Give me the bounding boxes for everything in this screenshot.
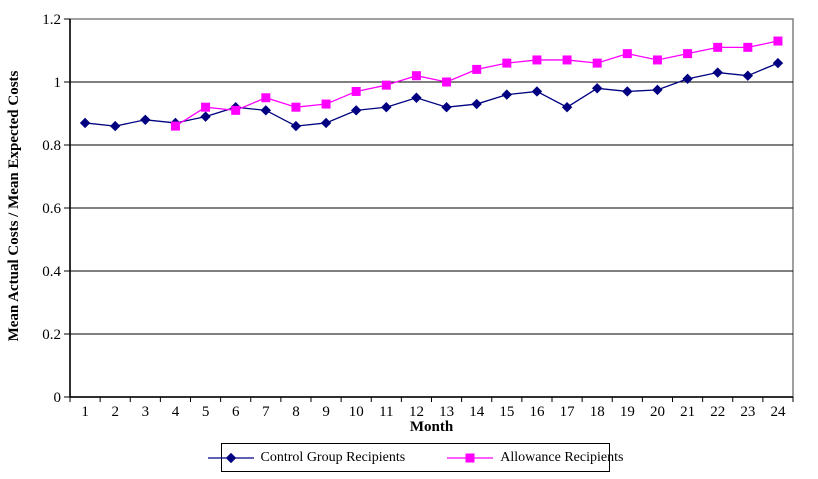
y-tick-label: 0.4 <box>42 264 61 280</box>
data-point-square <box>442 77 452 87</box>
x-tick-label: 16 <box>529 404 545 420</box>
y-axis-title: Mean Actual Costs / Mean Expected Costs <box>6 70 22 342</box>
data-point-diamond <box>682 73 693 85</box>
data-point-square <box>231 105 241 115</box>
x-tick-label: 12 <box>409 404 424 420</box>
data-point-diamond <box>411 92 422 103</box>
data-point-square <box>261 93 271 103</box>
y-tick-label: 0.2 <box>42 327 61 343</box>
data-point-diamond <box>320 117 332 129</box>
x-tick-label: 19 <box>620 404 635 420</box>
data-point-diamond <box>441 101 452 113</box>
x-axis-title: Month <box>409 419 454 435</box>
data-point-square <box>411 71 421 81</box>
x-tick-label: 6 <box>232 404 240 420</box>
data-point-square <box>291 102 301 112</box>
data-point-square <box>562 55 572 65</box>
diamond-marker-icon <box>207 452 254 463</box>
data-point-diamond <box>712 67 723 78</box>
x-tick-label: 22 <box>710 404 725 420</box>
data-point-diamond <box>79 117 91 129</box>
data-point-diamond <box>591 83 603 94</box>
x-tick-label: 17 <box>560 404 576 420</box>
x-tick-label: 4 <box>172 404 180 420</box>
x-tick-label: 15 <box>499 404 514 420</box>
legend-item-control-group: Control Group Recipients <box>207 449 406 466</box>
data-point-square <box>472 64 482 74</box>
data-point-diamond <box>622 86 633 97</box>
data-point-diamond <box>350 105 362 116</box>
x-tick-label: 13 <box>439 404 454 420</box>
legend-item-allowance: Allowance Recipients <box>447 450 623 466</box>
x-tick-label: 11 <box>379 404 393 420</box>
data-point-square <box>622 49 632 59</box>
data-point-diamond <box>772 57 784 69</box>
data-point-square <box>321 99 331 109</box>
data-point-diamond <box>381 101 392 113</box>
legend: Control Group Recipients Allowance Recip… <box>207 443 623 472</box>
data-point-diamond <box>471 98 482 110</box>
data-point-diamond <box>140 114 151 126</box>
data-point-diamond <box>652 84 663 96</box>
y-tick-label: 1.2 <box>42 12 61 28</box>
x-tick-label: 14 <box>469 404 485 420</box>
x-tick-label: 20 <box>650 404 665 420</box>
data-point-diamond <box>260 105 272 116</box>
data-point-square <box>381 80 391 90</box>
legend-label-allowance: Allowance Recipients <box>500 449 624 465</box>
data-point-diamond <box>200 111 211 122</box>
y-tick-label: 0.8 <box>42 138 61 154</box>
y-tick-label: 1 <box>54 75 62 91</box>
data-point-square <box>201 102 211 112</box>
x-tick-label: 2 <box>111 404 119 420</box>
y-tick-label: 0.6 <box>42 201 61 217</box>
data-point-square <box>532 55 542 65</box>
data-point-square <box>683 49 693 59</box>
series-line-0 <box>84 62 779 127</box>
data-point-diamond <box>501 89 513 100</box>
data-point-square <box>713 42 723 52</box>
square-marker-icon <box>447 453 494 462</box>
data-point-diamond <box>742 70 754 81</box>
x-tick-label: 5 <box>202 404 210 420</box>
data-point-diamond <box>290 120 302 132</box>
data-point-square <box>652 55 662 65</box>
data-point-square <box>773 36 783 46</box>
x-tick-label: 24 <box>770 404 786 420</box>
data-point-square <box>170 121 180 131</box>
legend-label-control-group: Control Group Recipients <box>260 449 406 465</box>
x-tick-label: 23 <box>740 404 755 420</box>
x-tick-label: 18 <box>590 404 605 420</box>
x-tick-label: 1 <box>81 404 89 420</box>
data-point-square <box>592 58 602 68</box>
y-tick-label: 0 <box>54 390 62 406</box>
x-tick-label: 7 <box>262 404 270 420</box>
data-point-square <box>743 42 753 52</box>
x-tick-label: 21 <box>680 404 695 420</box>
data-point-diamond <box>531 86 543 97</box>
x-tick-label: 3 <box>142 404 150 420</box>
data-point-diamond <box>561 101 573 113</box>
data-point-square <box>351 86 361 96</box>
x-tick-label: 8 <box>292 404 300 420</box>
data-point-diamond <box>109 120 121 132</box>
x-tick-label: 10 <box>349 404 364 420</box>
data-point-square <box>502 58 512 68</box>
x-tick-label: 9 <box>322 404 330 420</box>
